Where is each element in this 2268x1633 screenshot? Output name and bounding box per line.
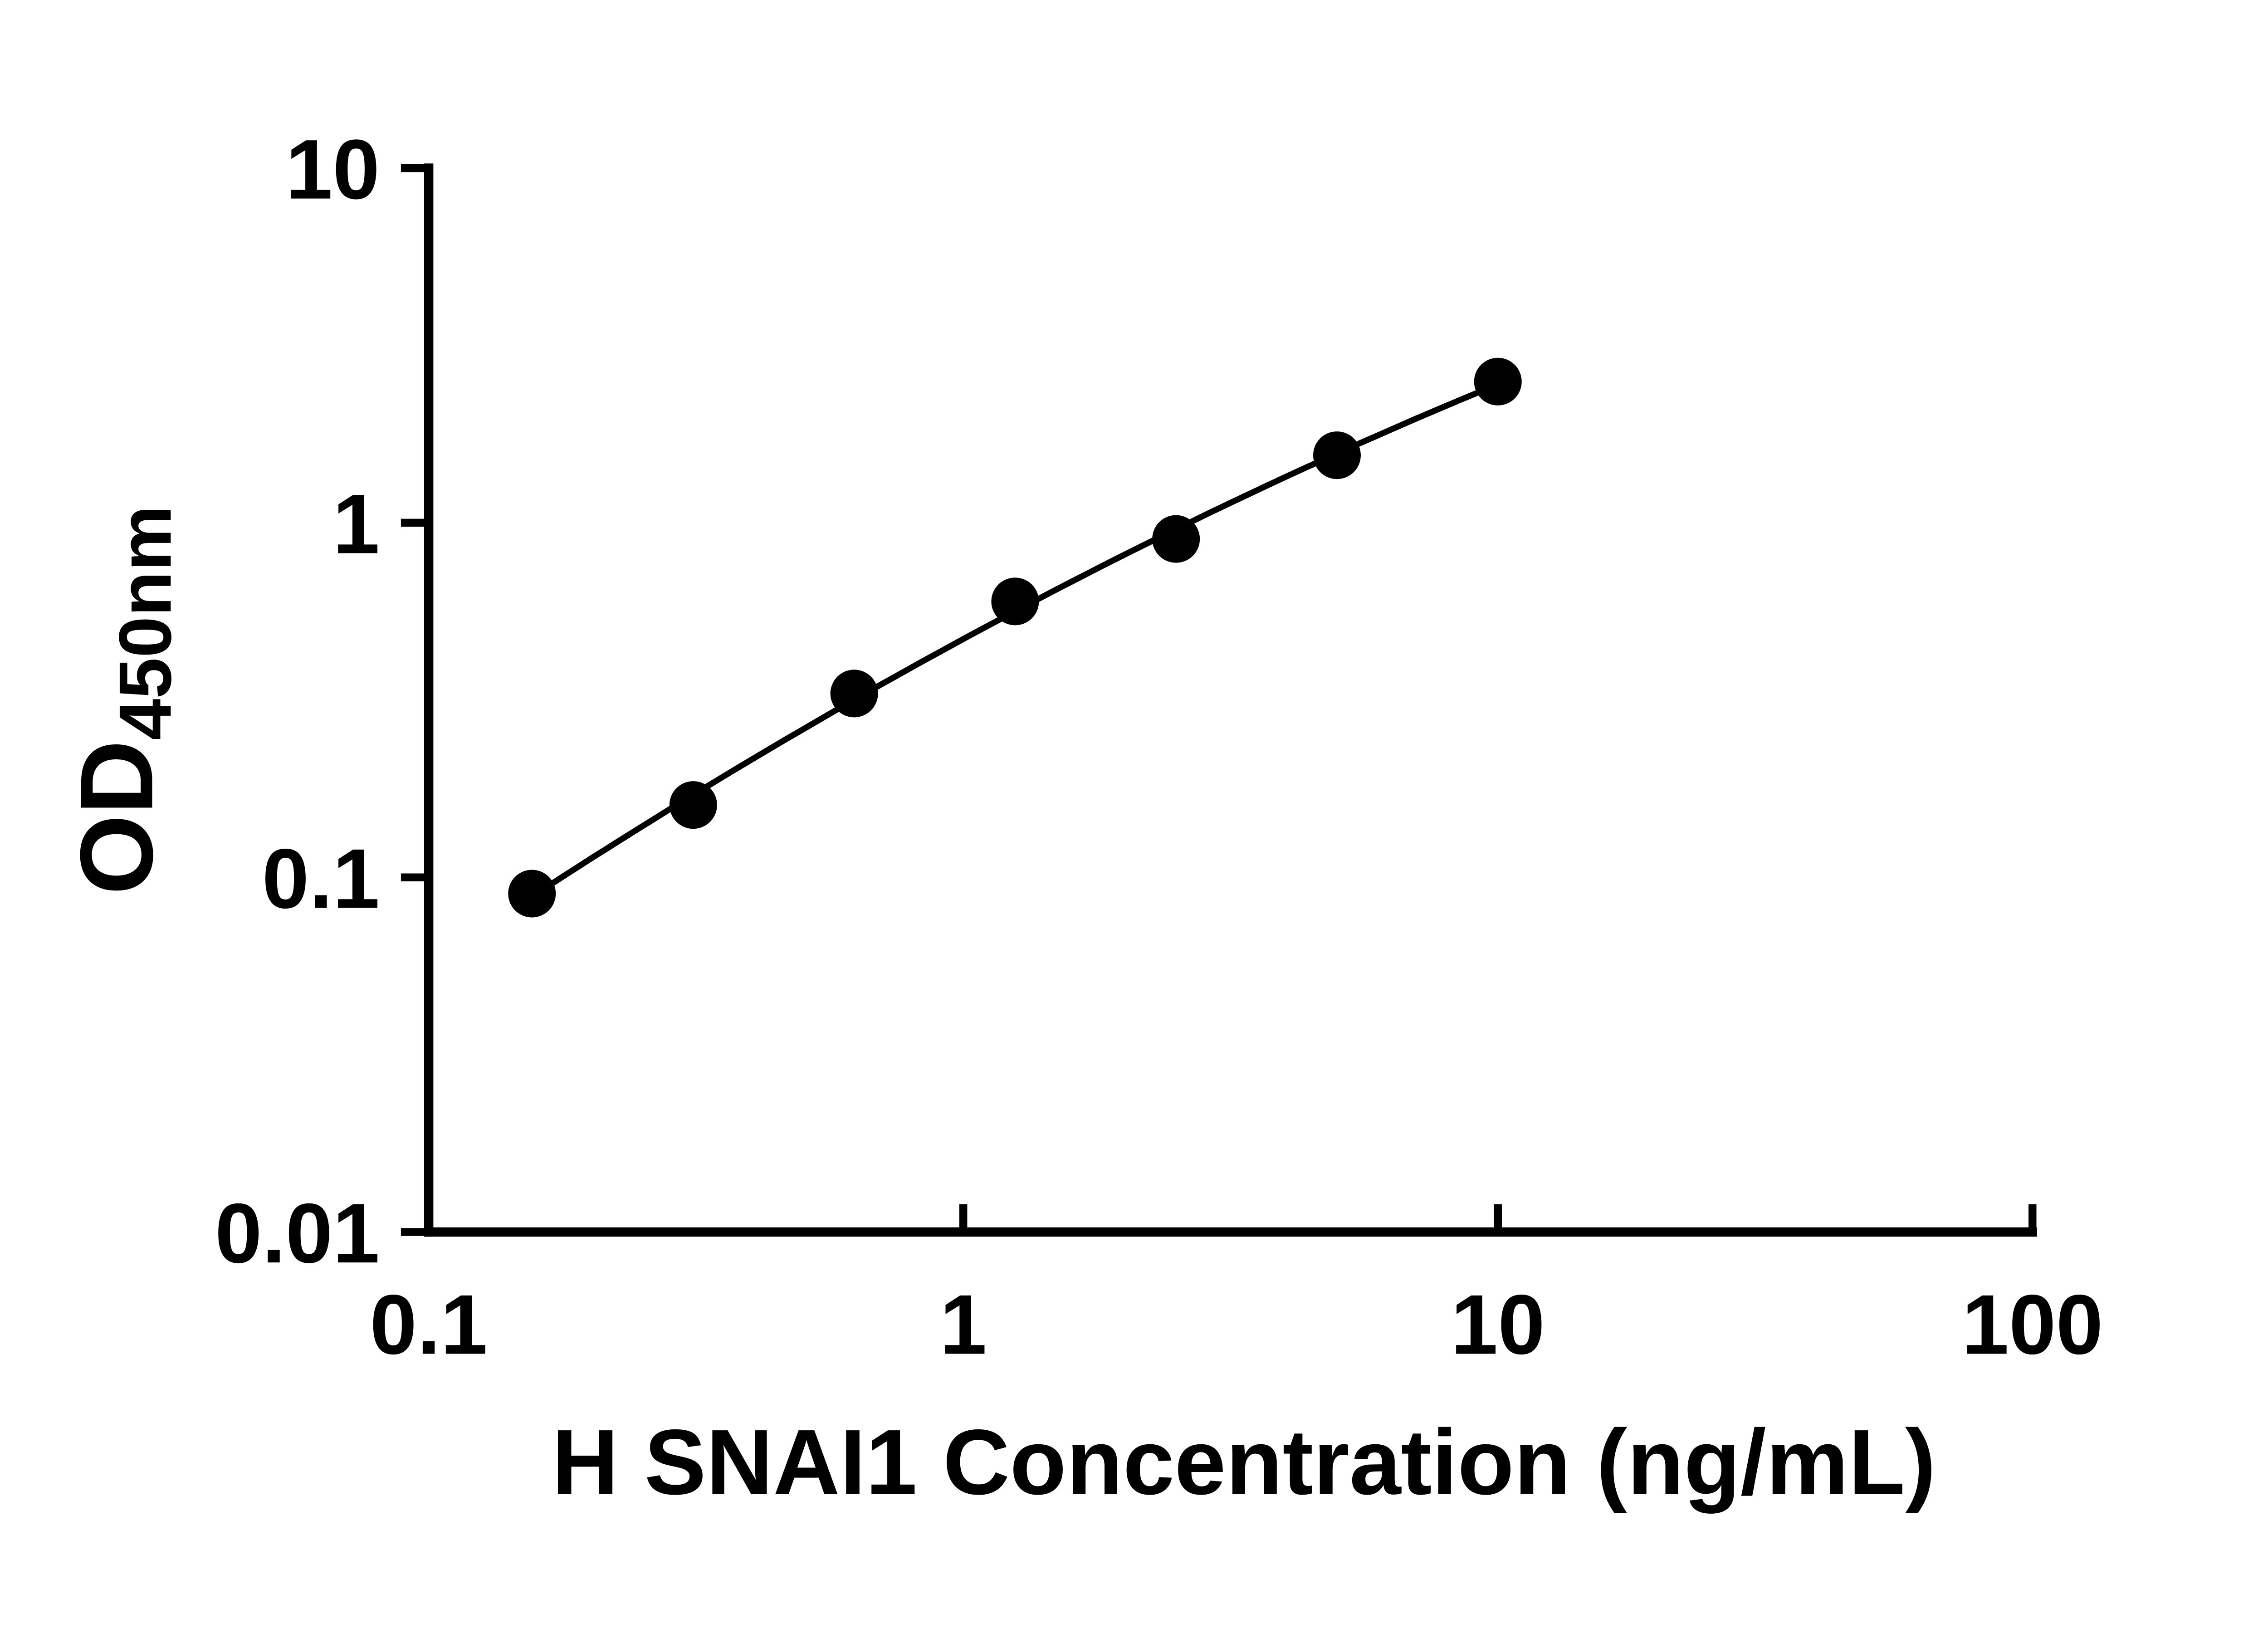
y-tick-label: 1 <box>332 476 380 571</box>
data-point <box>991 577 1039 626</box>
data-point <box>1152 515 1200 563</box>
y-tick-label: 10 <box>286 122 380 217</box>
y-axis-title-sub: 450nm <box>103 505 186 740</box>
y-axis-title: OD450nm <box>59 505 186 895</box>
y-tick-label: 0.01 <box>215 1186 380 1281</box>
x-tick-label: 10 <box>1451 1277 1545 1372</box>
data-point <box>830 670 878 718</box>
y-tick-label: 0.1 <box>262 831 380 926</box>
data-point <box>1313 431 1361 479</box>
data-point <box>1474 357 1522 406</box>
x-tick-label: 0.1 <box>370 1277 488 1372</box>
y-axis-title-main: OD <box>59 740 174 895</box>
data-point <box>669 781 717 829</box>
x-tick-label: 100 <box>1962 1277 2103 1372</box>
data-point <box>508 870 556 918</box>
x-tick-label: 1 <box>940 1277 987 1372</box>
x-axis-title: H SNAI1 Concentration (ng/mL) <box>552 1411 1936 1514</box>
